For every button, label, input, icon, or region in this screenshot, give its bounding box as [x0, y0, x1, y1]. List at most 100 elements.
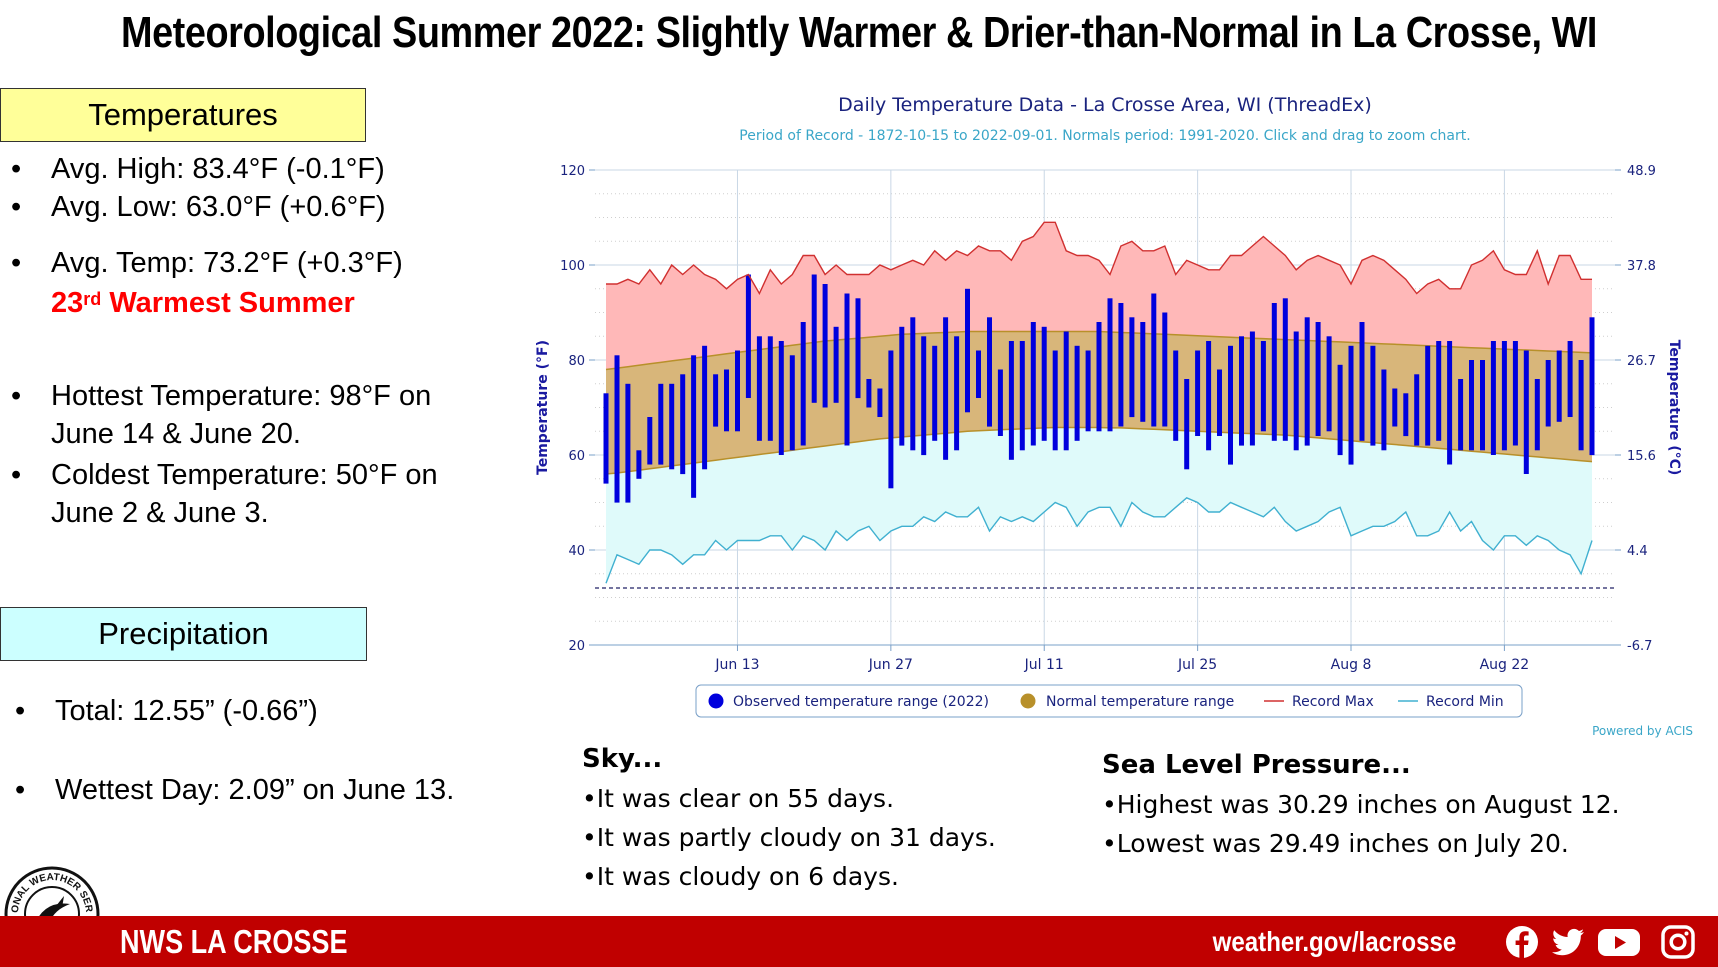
observed-range-bar	[1107, 298, 1113, 432]
observed-range-bar	[1359, 322, 1365, 441]
y-tick-label-right: 26.7	[1627, 354, 1656, 369]
wettest-day-item: • Wettest Day: 2.09” on June 13.	[15, 774, 455, 806]
instagram-icon[interactable]	[1661, 925, 1695, 959]
observed-range-bar	[1195, 350, 1201, 436]
record-min-band	[606, 427, 1592, 584]
observed-range-bar	[965, 288, 970, 413]
observed-range-bar	[1490, 341, 1496, 455]
y-tick-label-right: 37.8	[1627, 259, 1656, 274]
x-tick-label: Jul 25	[1177, 657, 1217, 673]
website-link[interactable]: weather.gov/lacrosse	[1212, 926, 1456, 957]
pressure-header: Sea Level Pressure...	[1102, 750, 1411, 780]
observed-range-bar	[1436, 341, 1442, 441]
y-tick-label-right: 48.9	[1627, 164, 1656, 179]
observed-range-bar	[658, 383, 664, 465]
record-max-line	[606, 221, 1592, 296]
record-max-band	[606, 222, 1592, 370]
legend-record-min-label: Record Min	[1426, 694, 1504, 710]
observed-range-bar	[899, 326, 905, 446]
coldest-line-1: Coldest Temperature: 50°F on	[51, 459, 438, 491]
observed-range-bar	[702, 345, 708, 470]
x-tick-label: Jun 27	[868, 657, 913, 673]
observed-range-bar	[691, 355, 697, 498]
observed-range-bar	[943, 317, 949, 460]
observed-range-bar	[789, 355, 795, 451]
precip-total-text: Total: 12.55” (-0.66”)	[55, 695, 318, 727]
observed-range-bar	[1337, 364, 1343, 456]
avg-high-item: • Avg. High: 83.4°F (-0.1°F)	[11, 153, 385, 185]
avg-low-text: Avg. Low: 63.0°F (+0.6°F)	[51, 191, 386, 223]
observed-range-bar	[1239, 336, 1244, 446]
observed-range-bar	[1096, 322, 1102, 432]
observed-range-bar	[1041, 326, 1047, 441]
observed-range-bar	[844, 293, 850, 446]
observed-range-bar	[1589, 317, 1595, 456]
observed-range-bar	[811, 274, 817, 403]
facebook-icon[interactable]	[1505, 925, 1539, 959]
observed-range-bar	[1063, 331, 1069, 451]
precipitation-header: Precipitation	[0, 607, 367, 661]
legend-observed-marker	[708, 693, 724, 709]
coldest-item: • Coldest Temperature: 50°F on June 2 & Ju…	[11, 459, 438, 529]
observed-range-bar	[1512, 341, 1518, 446]
observed-range-bar	[910, 317, 916, 451]
observed-range-bar	[625, 383, 631, 503]
sky-cloudy: •It was cloudy on 6 days.	[582, 862, 899, 891]
avg-temp-text: Avg. Temp: 73.2°F (+0.3°F)	[51, 247, 403, 279]
observed-range-bar	[1129, 317, 1135, 418]
y-tick-label: 40	[568, 544, 585, 559]
observed-range-bar	[636, 450, 642, 479]
observed-range-bar	[866, 379, 872, 408]
observed-range-bar	[1118, 303, 1124, 427]
rank-suffix: rd	[83, 289, 102, 309]
observed-range-bar	[1228, 345, 1233, 465]
observed-range-bar	[724, 369, 729, 432]
hottest-line-1: Hottest Temperature: 98°F on	[51, 380, 432, 412]
observed-range-bar	[756, 336, 762, 441]
precip-total-item: • Total: 12.55” (-0.66”)	[15, 695, 318, 727]
youtube-icon[interactable]	[1597, 925, 1641, 959]
observed-range-bar	[1480, 360, 1485, 451]
sky-header: Sky...	[582, 744, 663, 774]
observed-range-bar	[1501, 341, 1507, 451]
twitter-icon[interactable]	[1551, 925, 1585, 959]
observed-range-bar	[1381, 369, 1387, 451]
observed-range-bar	[1217, 369, 1222, 436]
record-min-line	[605, 496, 1593, 584]
x-tick-label: Jul 11	[1024, 657, 1064, 673]
observed-range-bar	[1140, 322, 1146, 422]
x-tick-label: Aug 22	[1480, 657, 1530, 673]
observed-range-bar	[614, 355, 620, 503]
observed-range-bar	[1162, 312, 1168, 427]
observed-range-bar	[1556, 350, 1562, 422]
observed-range-bar	[1206, 341, 1212, 451]
y-tick-label: 120	[560, 164, 585, 179]
wettest-day-text: Wettest Day: 2.09” on June 13.	[55, 774, 455, 806]
observed-range-bar	[603, 393, 609, 484]
y-axis-title-right: Temperature (°C)	[1666, 340, 1682, 476]
observed-range-bar	[647, 417, 653, 465]
observed-range-bar	[1260, 341, 1266, 432]
observed-range-bar	[855, 298, 861, 399]
observed-range-bar	[1458, 379, 1464, 451]
observed-range-bar	[1315, 322, 1321, 436]
observed-range-bar	[1304, 317, 1310, 446]
x-tick-label: Jun 13	[714, 657, 759, 673]
x-tick-label: Aug 8	[1331, 657, 1372, 673]
observed-range-bar	[800, 322, 806, 446]
observed-range-bar	[1173, 350, 1179, 441]
observed-range-bar	[1447, 341, 1453, 465]
y-tick-label-right: -6.7	[1627, 639, 1652, 654]
acis-credit: Powered by ACIS	[1592, 724, 1693, 738]
sky-partly-cloudy: •It was partly cloudy on 31 days.	[582, 823, 996, 852]
observed-range-bar	[932, 345, 938, 441]
footer-bar: NWS LA CROSSE weather.gov/lacrosse	[0, 916, 1718, 967]
avg-high-text: Avg. High: 83.4°F (-0.1°F)	[51, 153, 385, 185]
observed-range-bar	[735, 350, 740, 432]
observed-range-bar	[1249, 331, 1255, 446]
sky-clear: •It was clear on 55 days.	[582, 784, 895, 813]
avg-temp-item: • Avg. Temp: 73.2°F (+0.3°F)	[11, 247, 403, 279]
observed-range-bar	[778, 341, 784, 455]
observed-range-bar	[1469, 360, 1474, 451]
temperature-chart[interactable]: Daily Temperature Data - La Crosse Area,…	[520, 88, 1700, 748]
